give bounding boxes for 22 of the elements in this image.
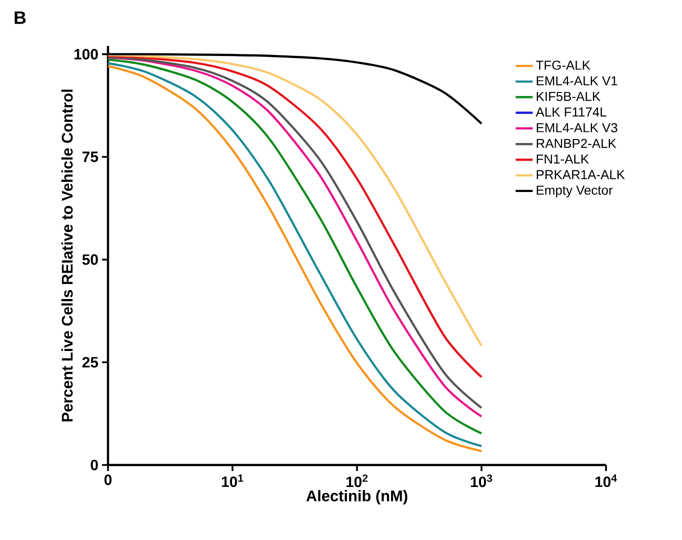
x-axis-title: Alectinib (nM): [306, 490, 408, 504]
text: B: [14, 12, 26, 24]
legend-label: ALK F1174L: [536, 108, 606, 116]
y-axis-title: Percent Live Cells REIative to Vehicle Control: [61, 90, 73, 422]
legend-label: RANBP2-ALK: [536, 138, 616, 148]
y-tick-label: 25: [82, 356, 98, 368]
y-tick-label: 100: [74, 48, 98, 60]
y-tick-label: 50: [82, 254, 98, 265]
legend-label: PRKAR1A-ALK: [536, 170, 625, 180]
legend-label: EML4-ALK V1: [536, 76, 618, 86]
x-tick-label: 10$^{2}$: [346, 474, 368, 488]
x-tick-label: 10$^{4}$: [595, 474, 617, 488]
x-tick-label: 0: [104, 474, 112, 486]
x-tick-label: 10$^{1}$: [222, 474, 244, 488]
y-tick-label: 0: [90, 460, 98, 470]
y-tick-label: 75: [82, 152, 98, 162]
legend-label: TFG-ALK: [536, 60, 590, 70]
legend-label: FN1-ALK: [536, 154, 589, 164]
x-tick-label: 10$^{3}$: [470, 474, 492, 488]
legend-label: EML4-ALK V3: [536, 123, 618, 132]
legend-label: KIF5B-ALK: [536, 92, 600, 101]
legend-label: Empty Vector: [536, 186, 613, 198]
